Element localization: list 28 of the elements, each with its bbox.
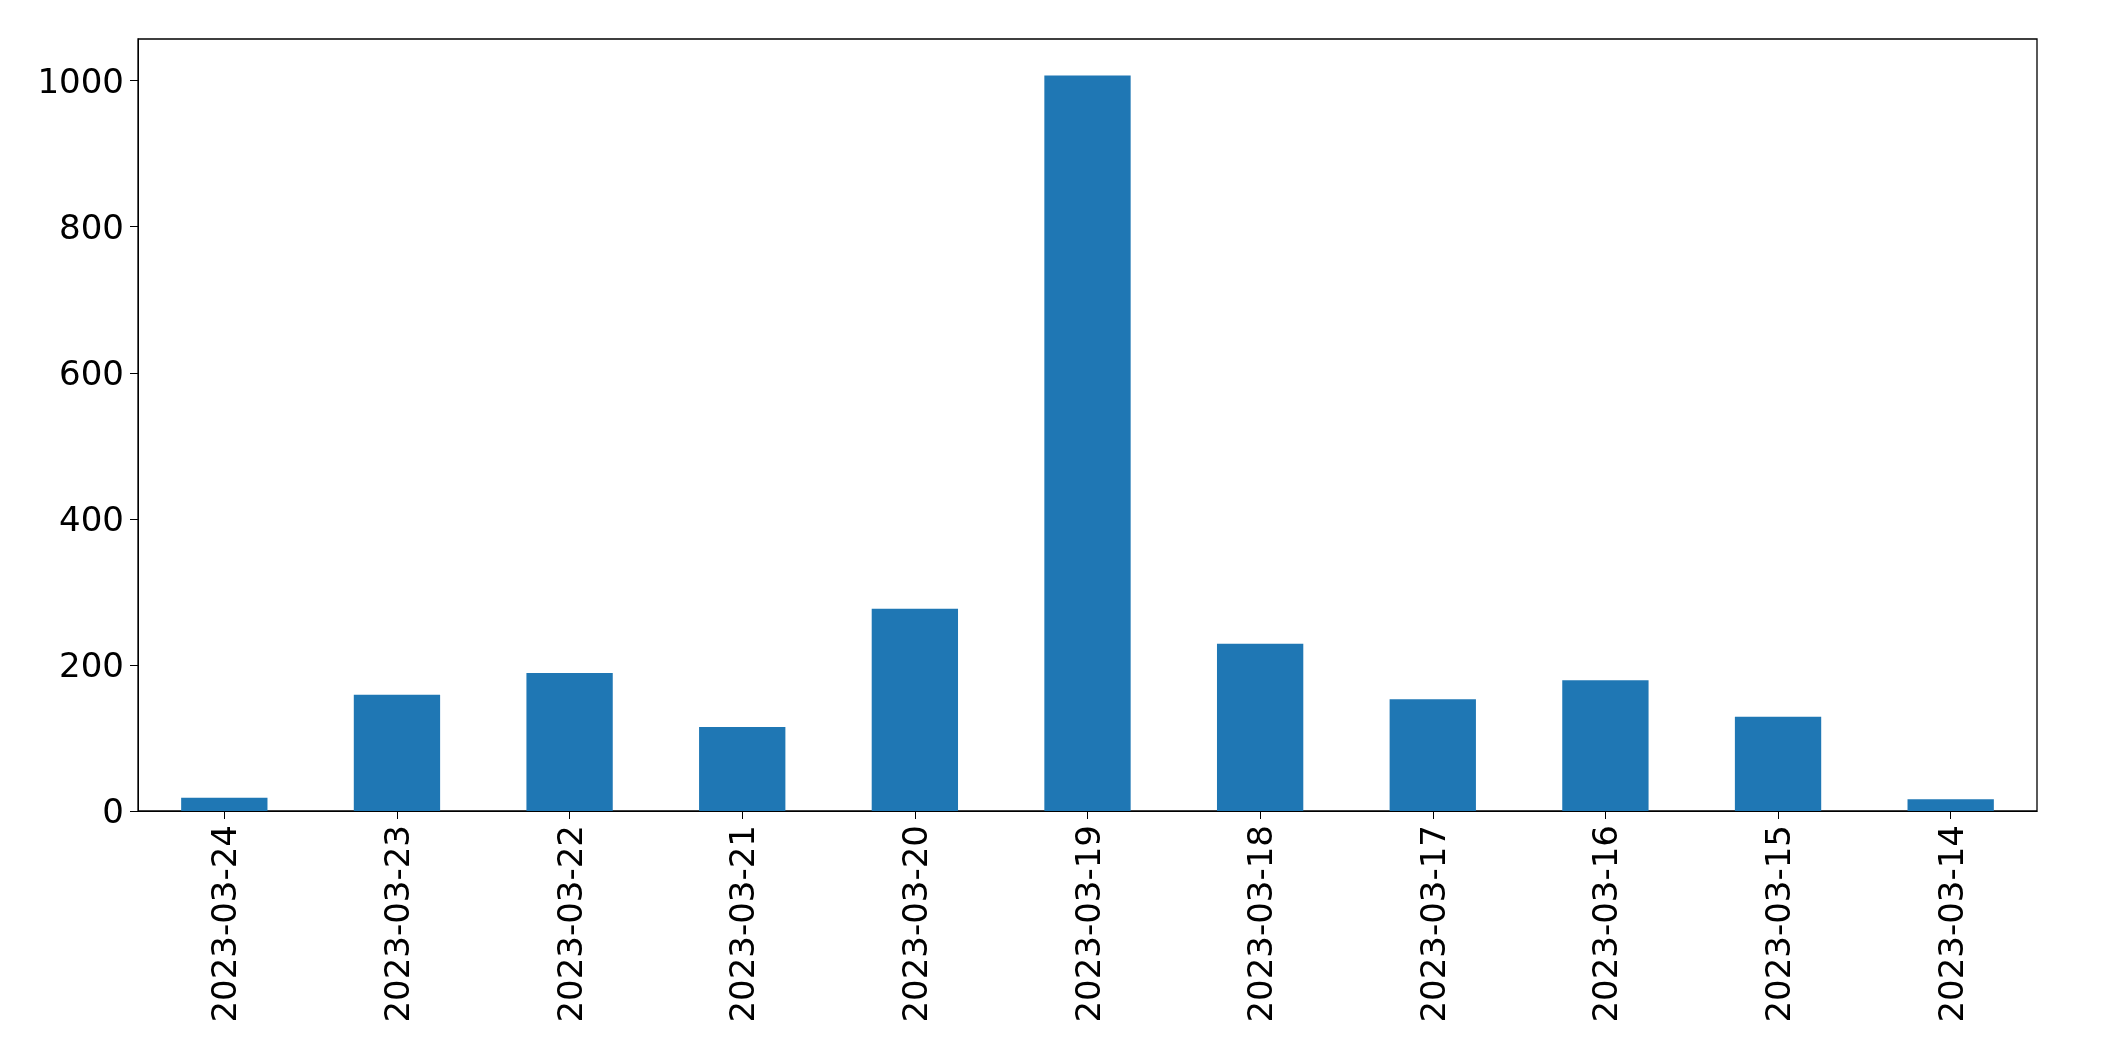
x-tick-label: 2023-03-16 xyxy=(1585,825,1626,1023)
y-tick-label: 600 xyxy=(59,352,124,393)
bar xyxy=(1562,680,1649,811)
bar xyxy=(1389,699,1476,811)
x-tick-label: 2023-03-19 xyxy=(1067,825,1108,1023)
x-tick-label: 2023-03-14 xyxy=(1930,825,1971,1023)
x-tick-label: 2023-03-21 xyxy=(722,825,763,1023)
bar xyxy=(353,694,441,811)
bar xyxy=(526,672,613,811)
y-tick-label: 400 xyxy=(59,498,124,539)
x-tick-label: 2023-03-18 xyxy=(1240,825,1281,1023)
bar xyxy=(871,608,959,811)
bar xyxy=(1044,75,1131,811)
bar xyxy=(1734,716,1822,811)
x-tick-label: 2023-03-17 xyxy=(1412,825,1453,1023)
bar xyxy=(181,797,268,811)
x-tick-label: 2023-03-22 xyxy=(549,825,590,1023)
y-tick-label: 0 xyxy=(102,791,124,831)
x-tick-label: 2023-03-24 xyxy=(204,825,245,1023)
x-tick-label: 2023-03-15 xyxy=(1758,825,1799,1023)
y-tick-label: 200 xyxy=(59,644,124,685)
x-tick-label: 2023-03-20 xyxy=(894,825,935,1023)
y-tick-label: 1000 xyxy=(37,60,124,101)
bar xyxy=(699,727,786,811)
y-tick-label: 800 xyxy=(59,206,124,247)
x-tick-label: 2023-03-23 xyxy=(376,825,417,1023)
bar xyxy=(1907,799,1994,811)
bar xyxy=(1216,643,1304,811)
